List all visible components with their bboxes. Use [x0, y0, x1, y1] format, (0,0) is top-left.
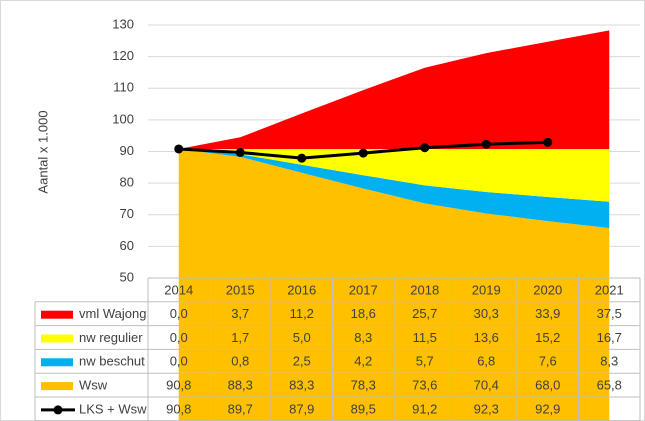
table-value: 90,8	[166, 378, 191, 393]
x-tick-label: 2016	[287, 282, 316, 297]
table-value: 7,6	[539, 354, 557, 369]
marker	[358, 148, 368, 158]
x-tick-label: 2020	[533, 282, 562, 297]
table-value: 6,8	[477, 354, 495, 369]
table-value: 78,3	[351, 378, 376, 393]
y-tick-label: 110	[113, 80, 134, 95]
legend-swatch	[41, 382, 73, 391]
table-value: 89,5	[351, 401, 376, 416]
table-value: 92,3	[474, 401, 499, 416]
area	[178, 30, 610, 149]
table-value: 0,0	[170, 354, 188, 369]
table-value: 15,2	[535, 330, 560, 345]
table-value: 16,7	[597, 330, 622, 345]
marker	[235, 147, 245, 157]
x-tick-label: 2014	[164, 282, 193, 297]
table-value: 1,7	[231, 330, 249, 345]
table-value: 68,0	[535, 378, 560, 393]
y-tick-label: 90	[120, 143, 134, 158]
legend-swatch	[41, 310, 73, 319]
table-value: 8,3	[600, 354, 618, 369]
table-value: 92,9	[535, 401, 560, 416]
legend-label: nw beschut	[79, 354, 145, 369]
table-value: 83,3	[289, 378, 314, 393]
x-tick-label: 2019	[472, 282, 501, 297]
table-value: 33,9	[535, 306, 560, 321]
table-value: 90,8	[166, 401, 191, 416]
legend-label: Wsw	[79, 378, 108, 393]
x-tick-label: 2017	[349, 282, 378, 297]
marker	[174, 144, 184, 154]
table-value: 2,5	[293, 354, 311, 369]
table-value: 5,0	[293, 330, 311, 345]
table-value: 0,0	[170, 306, 188, 321]
marker	[543, 137, 553, 147]
table-value: 0,0	[170, 330, 188, 345]
legend-swatch	[41, 334, 73, 343]
marker	[297, 153, 307, 163]
legend-swatch	[41, 358, 73, 367]
table-value: 65,8	[597, 378, 622, 393]
x-tick-label: 2018	[410, 282, 439, 297]
table-value: 18,6	[351, 306, 376, 321]
table-value: 0,8	[231, 354, 249, 369]
y-tick-label: 120	[112, 48, 134, 63]
table-value: 73,6	[412, 378, 437, 393]
legend-label: vml Wajong	[79, 306, 146, 321]
table-value: 11,2	[290, 306, 314, 321]
table-value: 91,2	[412, 401, 437, 416]
table-value: 8,3	[354, 330, 372, 345]
legend-label: LKS + Wsw	[79, 401, 147, 416]
table-value: 5,7	[416, 354, 434, 369]
y-tick-label: 130	[112, 16, 134, 31]
y-tick-label: 50	[120, 269, 134, 284]
y-tick-label: 70	[120, 206, 134, 221]
table-value: 30,3	[474, 306, 499, 321]
y-tick-label: 60	[120, 238, 134, 253]
table-value: 70,4	[474, 378, 499, 393]
table-value: 37,5	[597, 306, 622, 321]
table-value: 11,5	[413, 330, 437, 345]
marker	[481, 139, 491, 149]
legend-label: nw regulier	[79, 330, 143, 345]
table-value: 87,9	[289, 401, 314, 416]
y-tick-label: 100	[112, 111, 134, 126]
area	[178, 148, 610, 202]
y-tick-label: 80	[120, 175, 134, 190]
area	[178, 148, 610, 229]
table-value: 88,3	[228, 378, 253, 393]
legend-marker	[53, 405, 63, 415]
table-value: 3,7	[231, 306, 249, 321]
table-value: 4,2	[354, 354, 372, 369]
table-value: 89,7	[228, 401, 253, 416]
table-value: 13,6	[474, 330, 499, 345]
table-value: 25,7	[412, 306, 437, 321]
x-tick-label: 2015	[226, 282, 255, 297]
x-tick-label: 2021	[595, 282, 624, 297]
marker	[420, 143, 430, 153]
y-axis-label: Aantal x 1.000	[35, 110, 50, 193]
